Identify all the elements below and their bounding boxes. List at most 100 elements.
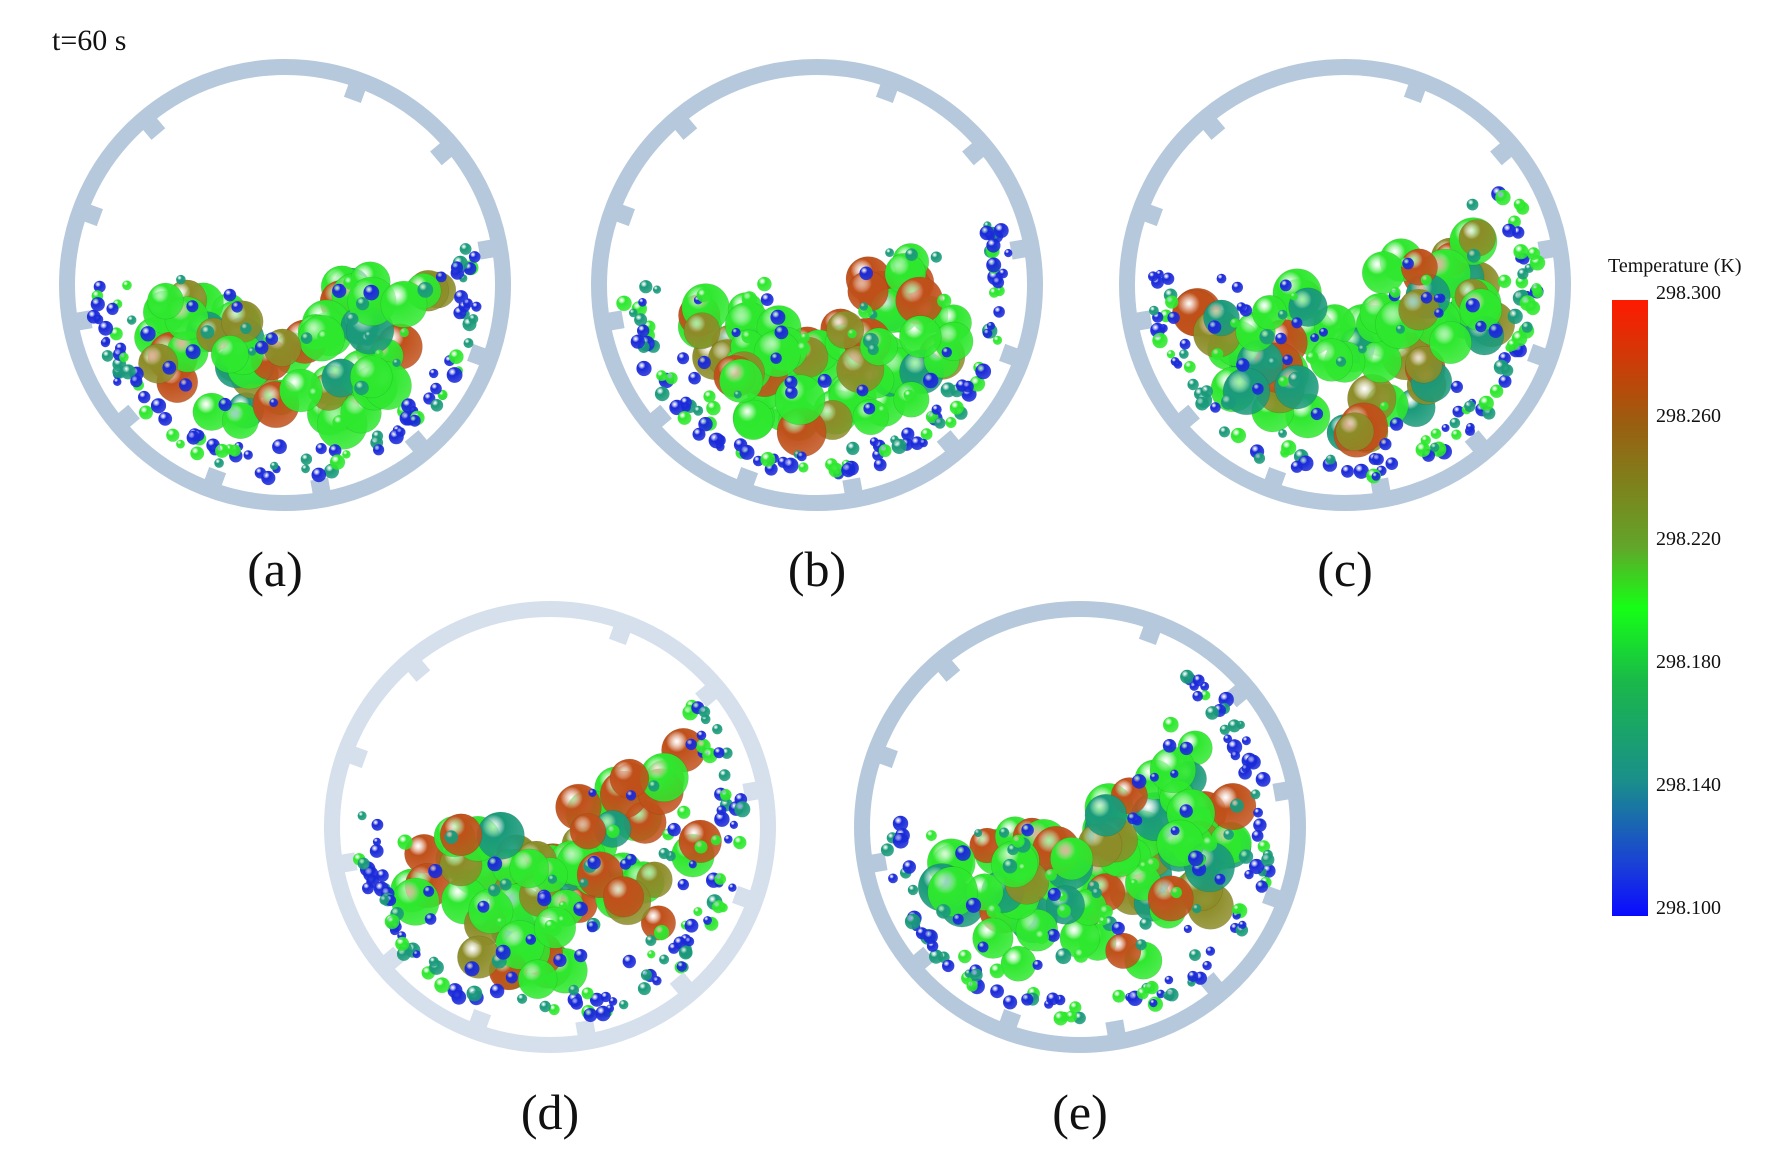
large-particle: [1398, 288, 1440, 331]
small-particle: [696, 730, 707, 741]
small-particle: [423, 885, 435, 897]
small-particle: [231, 301, 243, 313]
small-particle: [1251, 830, 1264, 842]
particle-bed: [616, 221, 1013, 480]
small-particle: [1451, 429, 1462, 440]
small-particle: [982, 328, 993, 339]
lifter: [999, 1009, 1022, 1029]
large-particle: [147, 282, 184, 320]
large-particle: [210, 335, 249, 374]
small-particle: [186, 430, 201, 445]
small-particle: [757, 276, 772, 292]
small-particle: [428, 864, 443, 879]
temperature-colorbar: [1612, 300, 1648, 916]
small-particle: [1053, 1011, 1068, 1026]
colorbar-tick-298-180: 298.180: [1656, 651, 1721, 673]
small-particle: [665, 372, 678, 385]
small-particle: [1210, 402, 1221, 413]
small-particle: [1002, 858, 1018, 874]
small-particle: [1195, 396, 1209, 411]
small-particle: [680, 396, 692, 409]
small-particle: [109, 327, 123, 341]
small-particle: [1521, 321, 1533, 333]
small-particle: [969, 968, 983, 982]
small-particle: [1192, 674, 1205, 687]
small-particle: [311, 467, 327, 483]
small-particle: [1513, 244, 1529, 260]
panel-b-label: (b): [787, 541, 847, 597]
lifter: [1009, 239, 1027, 260]
small-particle: [1466, 248, 1481, 263]
small-particle: [923, 929, 938, 944]
small-particle: [1341, 465, 1354, 478]
small-particle: [652, 285, 662, 294]
small-particle: [1187, 970, 1199, 982]
lifter: [1177, 404, 1200, 428]
small-particle: [1011, 834, 1025, 848]
small-particle: [1098, 916, 1108, 926]
small-particle: [1310, 333, 1319, 342]
small-particle: [949, 400, 964, 415]
small-particle: [1069, 1001, 1082, 1014]
small-particle: [185, 344, 201, 360]
small-particle: [993, 306, 1005, 318]
small-particle: [1475, 320, 1487, 333]
small-particle: [1420, 292, 1433, 304]
small-particle: [867, 343, 879, 356]
small-particle: [150, 398, 167, 414]
small-particle: [1055, 948, 1072, 965]
small-particle: [1170, 886, 1182, 899]
small-particle: [733, 390, 742, 399]
small-particle: [952, 913, 964, 925]
small-particle: [1021, 993, 1034, 1006]
small-particle: [568, 984, 580, 996]
small-particle: [1252, 383, 1264, 395]
small-particle: [1170, 826, 1180, 836]
small-particle: [328, 444, 342, 457]
small-particle: [356, 297, 370, 311]
panel-a-drum: [50, 50, 520, 520]
large-particle: [774, 374, 826, 426]
small-particle: [1513, 198, 1526, 211]
small-particle: [721, 747, 733, 759]
small-particle: [891, 438, 907, 454]
small-particle: [332, 283, 347, 298]
small-particle: [739, 444, 755, 460]
small-particle: [363, 866, 379, 882]
small-particle: [760, 293, 774, 306]
lifter: [608, 625, 631, 645]
small-particle: [637, 982, 651, 996]
small-particle: [859, 266, 873, 281]
lifter: [404, 430, 428, 453]
small-particle: [496, 917, 506, 927]
small-particle: [729, 820, 738, 829]
small-particle: [345, 312, 359, 326]
small-particle: [459, 243, 472, 255]
small-particle: [901, 427, 915, 441]
small-particle: [936, 904, 951, 919]
small-particle: [600, 991, 611, 1003]
small-particle: [1277, 309, 1288, 320]
small-particle: [1389, 287, 1401, 298]
panel-c-label: (c): [1317, 541, 1373, 597]
particle-bed: [880, 669, 1276, 1026]
small-particle: [449, 349, 464, 365]
lifter: [870, 852, 888, 873]
small-particle: [1238, 849, 1254, 864]
small-particle: [934, 417, 946, 429]
panel-e-drum: [845, 592, 1315, 1062]
small-particle: [450, 261, 464, 274]
small-particle: [272, 439, 287, 455]
small-particle: [1519, 295, 1536, 311]
small-particle: [1507, 308, 1523, 324]
small-particle: [573, 901, 588, 917]
small-particle: [468, 314, 479, 324]
lifter: [1527, 343, 1547, 366]
small-particle: [1517, 268, 1529, 280]
small-particle: [919, 438, 928, 448]
small-particle: [606, 1004, 615, 1013]
large-particle: [1288, 287, 1328, 327]
small-particle: [1135, 939, 1147, 951]
small-particle: [708, 432, 725, 449]
small-particle: [784, 375, 798, 389]
